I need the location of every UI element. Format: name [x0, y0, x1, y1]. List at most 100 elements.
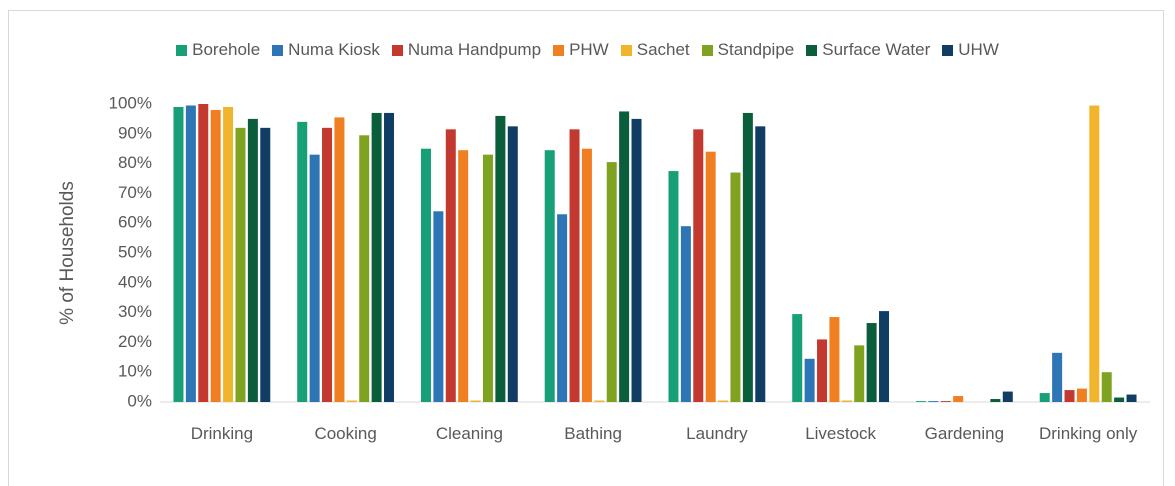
legend-item: Numa Kiosk: [272, 40, 380, 60]
bar: [668, 171, 679, 402]
bar: [1002, 391, 1013, 402]
x-tick-label: Bathing: [564, 424, 622, 443]
bar: [742, 112, 753, 402]
bar: [235, 127, 246, 402]
legend-swatch: [272, 44, 284, 56]
bar: [990, 399, 1001, 402]
bar: [433, 211, 444, 402]
legend-label: UHW: [958, 40, 999, 59]
y-tick-label: 20%: [118, 332, 152, 351]
y-tick-label: 90%: [118, 123, 152, 142]
legend-swatch: [620, 44, 632, 56]
bar: [569, 129, 580, 402]
bar: [1064, 390, 1075, 402]
bar: [730, 172, 741, 402]
bar: [879, 311, 890, 402]
bar: [841, 400, 852, 402]
legend-item: PHW: [553, 40, 609, 60]
bar: [693, 129, 704, 402]
y-tick-label: 40%: [118, 272, 152, 291]
legend-item: Standpipe: [701, 40, 795, 60]
bar: [915, 401, 926, 402]
bar: [953, 396, 964, 402]
bar: [346, 400, 357, 402]
bar: [940, 401, 951, 402]
y-axis-title: % of Households: [57, 181, 78, 325]
bar: [705, 151, 716, 402]
bar: [866, 323, 877, 402]
bar: [854, 345, 865, 402]
x-tick-label: Cooking: [314, 424, 377, 443]
bar: [297, 121, 308, 402]
legend-swatch: [391, 44, 403, 56]
bar: [557, 214, 568, 402]
y-tick-label: 10%: [118, 362, 152, 381]
x-tick-label: Laundry: [686, 424, 748, 443]
bar: [247, 118, 258, 403]
bar: [458, 150, 469, 402]
legend-label: Standpipe: [717, 40, 795, 59]
bar: [829, 317, 840, 402]
legend-label: PHW: [569, 40, 609, 59]
bar: [1039, 393, 1050, 402]
bar: [322, 127, 333, 402]
chart-border: [8, 10, 1164, 486]
legend-label: Numa Kiosk: [288, 40, 380, 59]
legend-swatch: [942, 44, 954, 56]
y-tick-label: 0%: [127, 391, 152, 410]
bar: [928, 401, 939, 402]
x-tick-label: Livestock: [805, 424, 877, 443]
bar: [210, 109, 221, 403]
bar: [1114, 397, 1125, 402]
bar: [606, 162, 617, 402]
legend-label: Sachet: [636, 40, 690, 59]
legend-swatch: [701, 44, 713, 56]
legend: Borehole Numa Kiosk Numa Handpump PHW Sachet…: [0, 40, 1175, 60]
bar: [817, 339, 828, 402]
bar: [371, 112, 382, 402]
bar: [495, 115, 506, 403]
bar: [359, 135, 370, 403]
x-tick-label: Drinking only: [1038, 424, 1138, 443]
bar: [1089, 105, 1100, 403]
x-tick-label: Gardening: [924, 424, 1005, 443]
bar: [680, 226, 691, 402]
bar: [631, 118, 642, 403]
x-tick-label: Drinking: [190, 424, 254, 443]
bar: [792, 314, 803, 402]
bar: [718, 400, 729, 402]
y-tick-label: 80%: [118, 153, 152, 172]
x-tick-label: Cleaning: [435, 424, 503, 443]
legend-swatch: [553, 44, 565, 56]
legend-item: UHW: [942, 40, 999, 60]
bar: [1076, 388, 1087, 402]
bar: [544, 150, 555, 402]
bar: [420, 148, 431, 402]
legend-label: Borehole: [192, 40, 261, 59]
bar: [223, 106, 234, 402]
bar: [507, 126, 518, 402]
bar: [1101, 372, 1112, 402]
bar: [1126, 394, 1137, 402]
bar: [173, 106, 184, 402]
bar: [581, 148, 592, 402]
bar: [260, 127, 271, 402]
legend-swatch: [176, 44, 188, 56]
y-tick-label: 50%: [118, 242, 152, 261]
legend-item: Surface Water: [806, 40, 930, 60]
bar: [384, 112, 395, 402]
y-tick-label: 100%: [109, 93, 152, 112]
bar: [755, 126, 766, 402]
bar: [309, 154, 320, 402]
bar: [334, 117, 345, 402]
bar: [804, 358, 815, 402]
y-tick-label: 70%: [118, 183, 152, 202]
y-tick-label: 30%: [118, 302, 152, 321]
legend-label: Surface Water: [822, 40, 931, 59]
legend-item: Sachet: [620, 40, 690, 60]
legend-item: Numa Handpump: [391, 40, 541, 60]
bar: [185, 105, 196, 403]
bar: [594, 400, 605, 402]
